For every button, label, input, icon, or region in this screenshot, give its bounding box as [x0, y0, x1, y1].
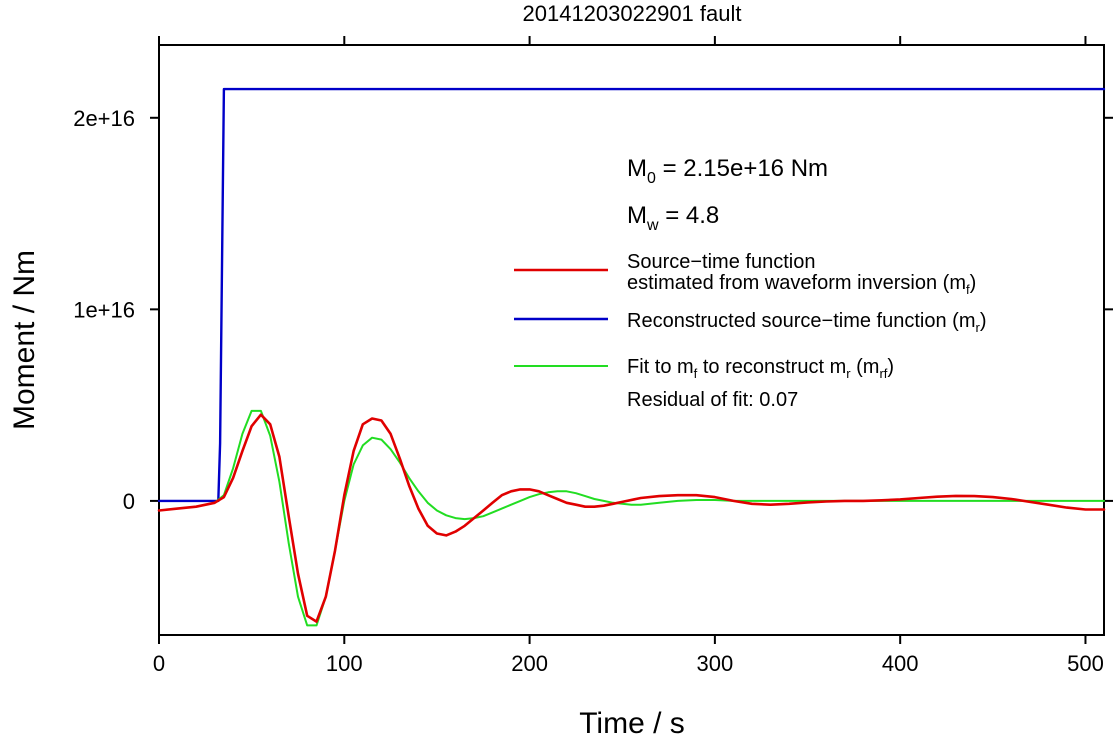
series-line-mf [157, 413, 1106, 623]
series-line-mrf [213, 409, 1105, 627]
x-tick-label: 300 [697, 651, 734, 676]
series-line-mr [157, 87, 1106, 503]
legend: Source−time function estimated from wave… [514, 251, 987, 411]
x-tick-label: 100 [326, 651, 363, 676]
series-lines [157, 87, 1106, 627]
y-tick-label: 1e+16 [73, 297, 135, 322]
y-axis-label: Moment / Nm [8, 250, 41, 430]
x-tick-label: 400 [882, 651, 919, 676]
x-tick-label: 200 [511, 651, 548, 676]
y-tick-label: 0 [123, 489, 135, 514]
legend-label-green: Fit to mf to reconstruct mr (mrf) [627, 356, 894, 381]
x-axis-label: Time / s [579, 707, 685, 735]
mw-annotation: Mw = 4.8 [627, 202, 719, 234]
residual-annotation: Residual of fit: 0.07 [627, 389, 798, 411]
legend-label-red-line2: estimated from waveform inversion (mf) [627, 272, 976, 297]
y-tick-label: 2e+16 [73, 106, 135, 131]
x-tick-label: 500 [1067, 651, 1104, 676]
axes: 0 100 200 300 400 500 0 1e+16 2e+16 [73, 36, 1113, 676]
x-tick-label: 0 [153, 651, 165, 676]
annotations: M0 = 2.15e+16 Nm Mw = 4.8 [627, 155, 828, 234]
plot-frame [158, 44, 1105, 636]
legend-label-blue: Reconstructed source−time function (mr) [627, 310, 987, 335]
legend-label-red-line1: Source−time function [627, 251, 815, 273]
m0-annotation: M0 = 2.15e+16 Nm [627, 155, 828, 187]
chart-title: 20141203022901 fault [523, 1, 742, 26]
